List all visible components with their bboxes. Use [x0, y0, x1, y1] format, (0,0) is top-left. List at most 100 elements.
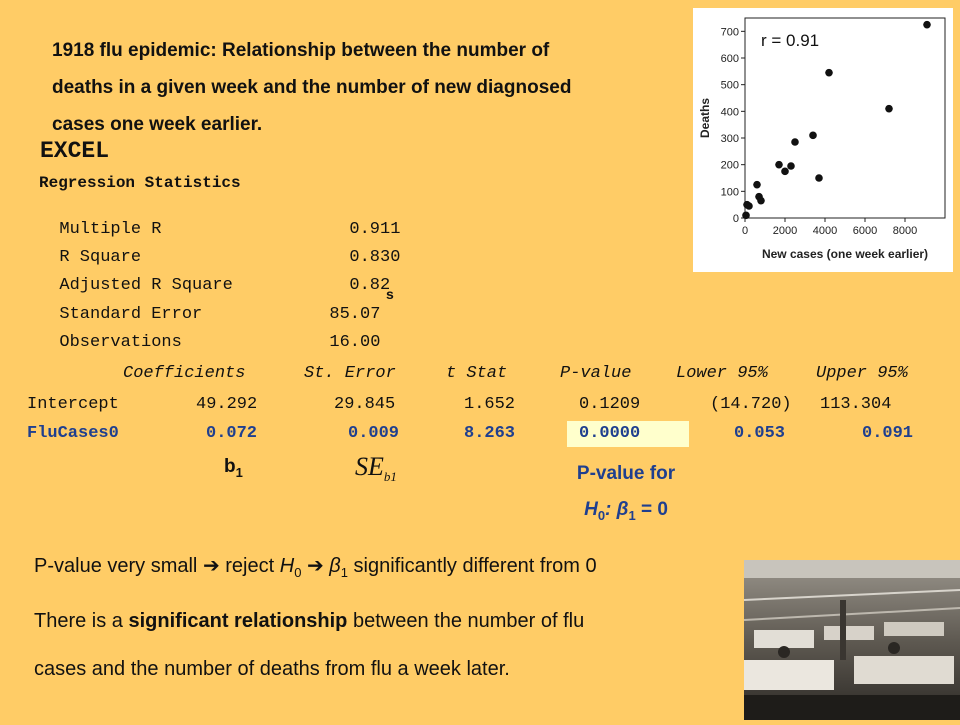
arrow-icon: ➔: [202, 555, 220, 577]
conclusion-line-1: P-value very small ➔ reject H0 ➔ β1 sign…: [34, 542, 754, 597]
hospital-ward-photo: [743, 560, 960, 720]
y-tick-label: 500: [721, 80, 739, 92]
s-note: s: [386, 286, 394, 302]
arrow-icon: ➔: [306, 555, 324, 577]
header-upper-95: Upper 95%: [816, 364, 908, 383]
table-cell: 0.053: [734, 424, 786, 443]
x-axis-label: New cases (one week earlier): [762, 247, 928, 261]
text: H: [279, 555, 295, 577]
y-tick-label: 200: [721, 160, 739, 172]
title-line: 1918 flu epidemic: Relationship between …: [52, 40, 550, 61]
subscript: 0: [294, 565, 302, 580]
stat-row: R Square 0.830: [39, 229, 400, 267]
data-point: [781, 167, 789, 176]
h-text: H: [584, 499, 598, 520]
conclusion-line-3: cases and the number of deaths from flu …: [34, 658, 510, 680]
y-tick-label: 0: [733, 213, 739, 225]
conclusion: P-value very small ➔ reject H0 ➔ β1 sign…: [34, 542, 754, 693]
se-subscript: b1: [383, 469, 397, 485]
data-point: [809, 131, 817, 140]
table-cell: 0.009: [348, 424, 400, 443]
r-annotation: r = 0.91: [761, 31, 819, 50]
text: There is a: [34, 610, 129, 632]
row-name-flucases: FluCases0: [27, 424, 119, 443]
text: P-value very small: [34, 555, 203, 577]
stat-label: Observations: [59, 333, 182, 352]
table-cell: 8.263: [464, 424, 516, 443]
y-tick-label: 700: [721, 26, 739, 38]
data-point: [815, 174, 823, 182]
slide-title: 1918 flu epidemic: Relationship between …: [52, 32, 682, 143]
b-text: b: [224, 456, 236, 477]
stat-row: Observations 16.00: [39, 314, 380, 352]
hypothesis-text: H0: β1 = 0: [556, 492, 696, 534]
table-cell: 0.1209: [579, 395, 641, 414]
plot-frame: [744, 17, 946, 219]
stat-label: R Square: [59, 248, 142, 267]
text: reject: [219, 555, 280, 577]
stat-row: Standard Error 85.07: [39, 286, 380, 324]
text: between the number of flu: [347, 610, 585, 632]
header-st-error: St. Error: [304, 364, 396, 383]
stat-value: 85.07: [329, 305, 381, 324]
x-tick-label: 4000: [813, 225, 837, 237]
header-coefficients: Coefficients: [123, 364, 246, 383]
beta-text: : β: [605, 499, 629, 520]
data-point: [787, 162, 795, 170]
table-cell: 29.845: [334, 395, 396, 414]
title-line: deaths in a given week and the number of…: [52, 77, 572, 98]
pvalue-for-text: P-value for: [576, 463, 676, 484]
x-tick-label: 2000: [773, 225, 797, 237]
pvalue-annotation: P-value for H0: β1 = 0: [556, 456, 696, 534]
data-point: [923, 20, 931, 29]
data-point: [745, 202, 753, 210]
data-point: [757, 196, 765, 205]
data-point: [791, 138, 799, 146]
eq-text: = 0: [635, 499, 668, 520]
row-name-intercept: Intercept: [27, 395, 119, 414]
pvalue-highlight: [567, 421, 689, 447]
stat-row: Multiple R 0.911: [39, 201, 400, 239]
stat-value: 0.911: [349, 220, 401, 239]
hospital-ward-image: [743, 560, 960, 720]
table-cell: 0.072: [206, 424, 258, 443]
header-lower-95: Lower 95%: [676, 364, 768, 383]
data-point: [825, 68, 833, 77]
bold-text: significant relationship: [128, 610, 348, 632]
x-tick-label: 0: [742, 225, 748, 237]
stat-row: Adjusted R Square 0.82: [39, 257, 390, 295]
se-b1-label: SEb1: [355, 452, 397, 485]
excel-heading: EXCEL: [40, 138, 110, 164]
data-point: [885, 104, 893, 113]
x-tick-label: 6000: [853, 225, 877, 237]
table-cell: 0.0000: [579, 424, 641, 443]
header-t-stat: t Stat: [446, 364, 508, 383]
y-tick-label: 300: [721, 133, 739, 145]
data-point: [742, 211, 750, 220]
data-point: [775, 160, 783, 169]
stat-value: 0.830: [349, 248, 401, 267]
stat-label: Standard Error: [59, 305, 203, 324]
h-subscript: 0: [597, 507, 606, 523]
scatter-svg: 0 100 200 300 400 500 600 700 0 2000 4000 6000 8000 N…: [698, 17, 946, 261]
stat-value: 0.82: [349, 276, 391, 295]
y-tick-label: 100: [721, 186, 739, 198]
beta-subscript: 1: [628, 507, 636, 523]
table-cell: 0.091: [862, 424, 914, 443]
stat-value: 16.00: [329, 333, 381, 352]
subscript: 1: [340, 565, 348, 580]
table-cell: 113.304: [820, 395, 892, 414]
table-cell: 1.652: [464, 395, 516, 414]
text: β: [323, 555, 341, 577]
text: significantly different from 0: [347, 555, 597, 577]
data-point: [753, 180, 761, 189]
y-tick-label: 400: [721, 106, 739, 118]
se-text: SE: [355, 452, 384, 481]
conclusion-line-2: There is a significant relationship betw…: [34, 597, 754, 645]
regression-statistics-heading: Regression Statistics: [39, 174, 241, 192]
x-tick-label: 8000: [893, 225, 917, 237]
header-p-value: P-value: [560, 364, 632, 383]
y-axis-label: Deaths: [698, 98, 712, 138]
title-line: cases one week earlier.: [52, 114, 263, 135]
b1-label: b1: [224, 456, 243, 480]
